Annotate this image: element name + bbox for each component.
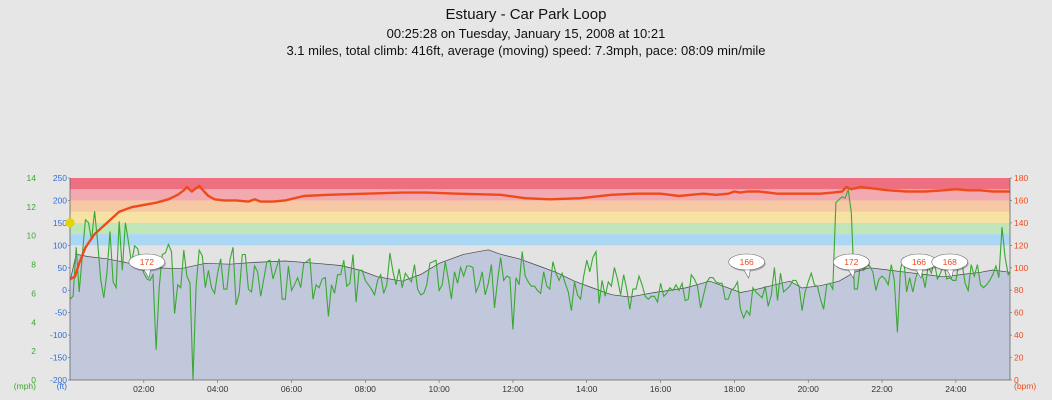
elevation-tick-label: 50 [58, 263, 68, 273]
time-tick-label: 10:00 [428, 384, 450, 394]
callout-bubble [128, 253, 166, 271]
speed-tick-label: 10 [27, 231, 37, 241]
elevation-line [69, 249, 1011, 298]
time-tick-label: 18:00 [724, 384, 746, 394]
speed-tick-label: 2 [31, 346, 36, 356]
speed-line-layer [69, 189, 1011, 381]
speed-tick-label: 4 [31, 317, 36, 327]
elevation-tick-label: -100 [50, 330, 67, 340]
callout-bubble [931, 253, 969, 271]
callout-label: 172 [140, 257, 154, 267]
hr-tick-label: 100 [1014, 263, 1028, 273]
elevation-area [69, 249, 1011, 380]
heart-rate-line-layer [69, 184, 1010, 281]
callout-label: 168 [943, 257, 957, 267]
hr-callout: 166 [900, 253, 938, 279]
heart-rate-line [69, 184, 1010, 281]
position-marker-layer [65, 218, 75, 228]
hr-tick-label: 60 [1014, 308, 1024, 318]
time-tick-label: 12:00 [502, 384, 524, 394]
time-tick-label: 20:00 [798, 384, 820, 394]
time-tick-label: 24:00 [945, 384, 967, 394]
speed-line [69, 189, 1011, 381]
elevation-tick-label: 150 [53, 218, 67, 228]
hr-tick-label: 160 [1014, 195, 1028, 205]
chart-subtitle: 00:25:28 on Tuesday, January 15, 2008 at… [386, 26, 666, 41]
position-marker [65, 218, 75, 228]
elevation-tick-label: -200 [50, 375, 67, 385]
callout-bubble [728, 253, 766, 271]
hr-zone-band [70, 189, 1010, 201]
chart-stats: 3.1 miles, total climb: 416ft, average (… [286, 43, 766, 58]
callout-label: 166 [740, 257, 754, 267]
chart-title: Estuary - Car Park Loop [445, 6, 607, 23]
elevation-tick-label: 200 [53, 195, 67, 205]
hr-callout: 166 [728, 253, 766, 279]
speed-tick-label: 8 [31, 260, 36, 270]
speed-tick-label: 0 [31, 375, 36, 385]
time-tick-label: 08:00 [355, 384, 377, 394]
hr-tick-label: 120 [1014, 240, 1028, 250]
hr-zone-band [70, 222, 1010, 235]
hr-unit-label: (bpm) [1014, 381, 1036, 391]
callouts: 172 166 172 166 168 [128, 253, 969, 279]
time-tick-label: 04:00 [207, 384, 229, 394]
hr-callout: 172 [128, 253, 166, 279]
speed-tick-label: 12 [27, 202, 37, 212]
callout-label: 166 [912, 257, 926, 267]
speed-tick-label: 6 [31, 288, 36, 298]
time-tick-label: 14:00 [576, 384, 598, 394]
hr-zone-band [70, 234, 1010, 246]
speed-unit-label: (mph) [14, 381, 36, 391]
time-tick-label: 16:00 [650, 384, 672, 394]
elevation-tick-label: 250 [53, 173, 67, 183]
time-tick-label: 02:00 [133, 384, 155, 394]
elevation-tick-label: -150 [50, 353, 67, 363]
elevation-unit-label: (ft) [57, 381, 68, 391]
callout-label: 172 [844, 257, 858, 267]
elevation-tick-label: -50 [55, 308, 68, 318]
hr-tick-label: 0 [1014, 375, 1019, 385]
hr-tick-label: 180 [1014, 173, 1028, 183]
axes: 0 2 4 6 8 10 12 14 (mph) -200 -150 -100 -50 0 50 100 150… [14, 173, 1037, 394]
elevation-area-fill [70, 249, 1010, 380]
hr-tick-label: 20 [1014, 353, 1024, 363]
hr-zone-band [70, 178, 1010, 190]
elevation-tick-label: 0 [62, 285, 67, 295]
hr-callout: 168 [931, 253, 969, 279]
elevation-tick-label: 100 [53, 240, 67, 250]
callout-bubble [832, 253, 870, 271]
hr-zone-band [70, 200, 1010, 212]
hr-tick-label: 40 [1014, 330, 1024, 340]
hr-callout: 172 [832, 253, 871, 279]
speed-tick-label: 14 [27, 173, 37, 183]
hr-zone-band [70, 211, 1010, 223]
time-tick-label: 22:00 [871, 384, 893, 394]
hr-tick-label: 80 [1014, 285, 1024, 295]
time-tick-label: 06:00 [281, 384, 303, 394]
hr-tick-label: 140 [1014, 218, 1028, 228]
